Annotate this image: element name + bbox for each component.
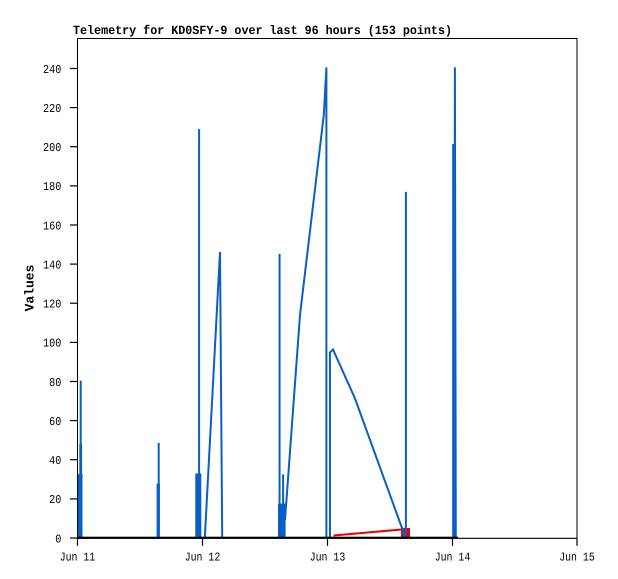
- svg-text:Jun 14: Jun 14: [435, 551, 471, 565]
- svg-text:0: 0: [55, 532, 61, 546]
- svg-text:Jun 13: Jun 13: [310, 551, 346, 565]
- svg-text:200: 200: [43, 141, 61, 155]
- svg-text:240: 240: [43, 63, 61, 77]
- svg-text:Jun 12: Jun 12: [185, 551, 221, 565]
- svg-text:120: 120: [43, 298, 61, 312]
- svg-text:Jun 11: Jun 11: [60, 551, 96, 565]
- svg-text:Jun 15: Jun 15: [559, 551, 595, 565]
- svg-text:80: 80: [49, 376, 61, 390]
- svg-text:160: 160: [43, 219, 61, 233]
- svg-text:220: 220: [43, 102, 61, 116]
- svg-text:140: 140: [43, 258, 61, 272]
- svg-text:40: 40: [49, 454, 61, 468]
- svg-text:Values: Values: [23, 264, 38, 311]
- svg-text:Telemetry for KD0SFY-9 over la: Telemetry for KD0SFY-9 over last 96 hour…: [73, 24, 452, 38]
- svg-text:20: 20: [49, 493, 61, 507]
- svg-text:180: 180: [43, 180, 61, 194]
- svg-text:60: 60: [49, 415, 61, 429]
- svg-text:100: 100: [43, 337, 61, 351]
